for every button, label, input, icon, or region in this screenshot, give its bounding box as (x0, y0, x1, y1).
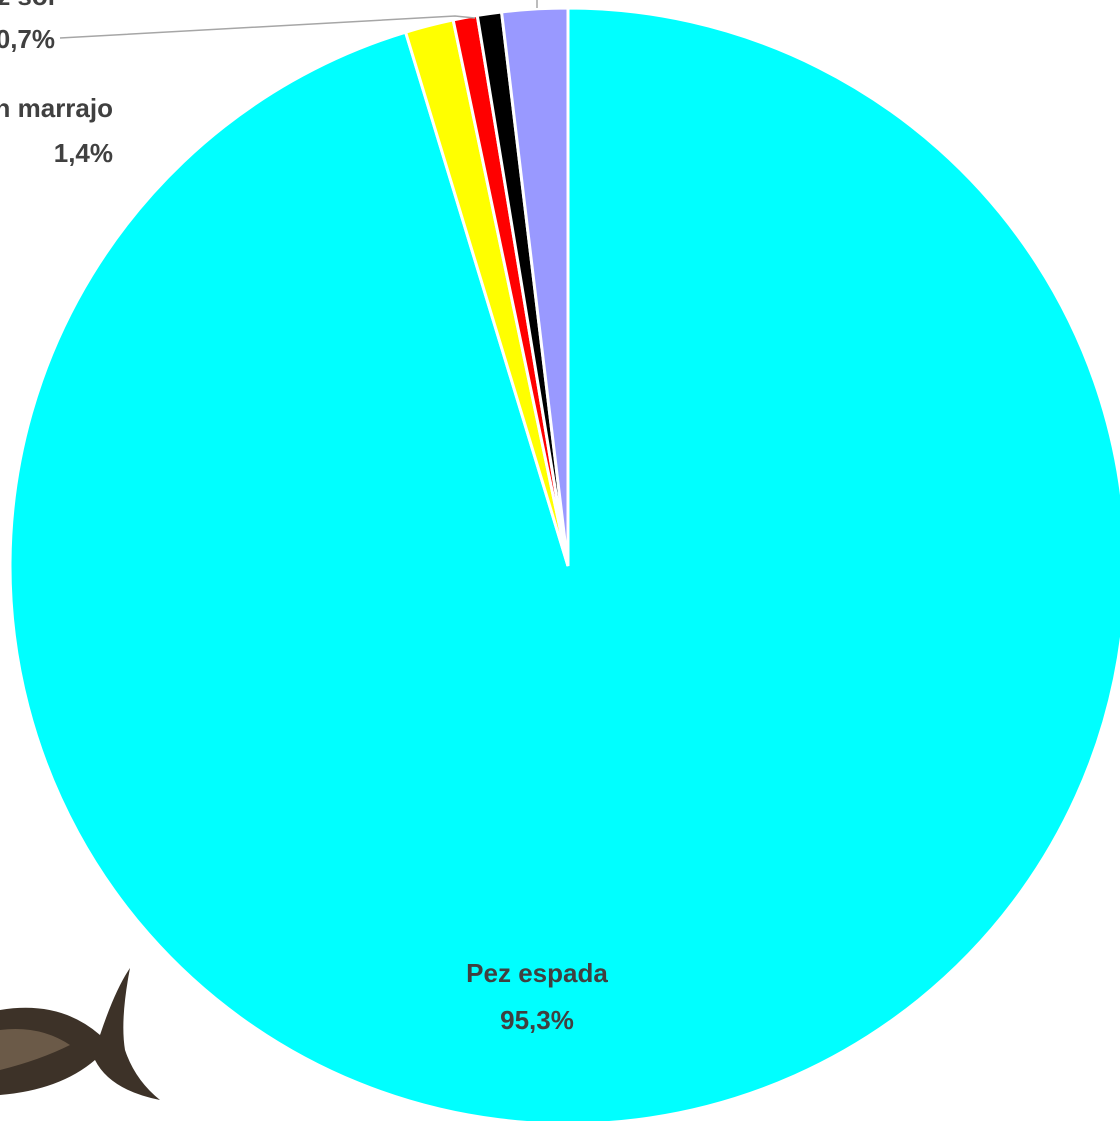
slice-value-label: 0,7% (0, 24, 55, 54)
slice-label: Tiburón marrajo (0, 93, 113, 123)
fish-image (0, 968, 160, 1100)
pie-slice (8, 6, 1120, 1121)
slice-value-label: 95,3% (500, 1005, 574, 1035)
slice-label: Pez sol (0, 0, 55, 11)
slice-value-label: 1,4% (54, 138, 113, 168)
pie-slice (499, 6, 570, 567)
slice-label: Pez espada (466, 958, 608, 988)
leader-line (59, 15, 476, 39)
